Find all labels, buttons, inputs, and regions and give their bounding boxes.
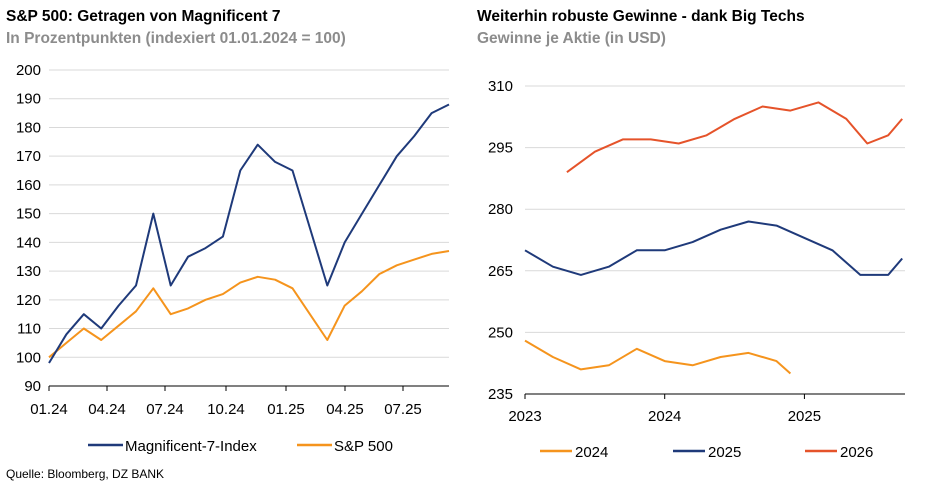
- left-chart-subtitle: In Prozentpunkten (indexiert 01.01.2024 …: [6, 30, 346, 47]
- y-tick-label: 140: [16, 234, 41, 251]
- legend-label: Magnificent-7-Index: [125, 438, 257, 455]
- legend-label: 2024: [575, 444, 608, 461]
- series-line-2026: [566, 101, 903, 174]
- x-tick-label: 01.24: [30, 401, 68, 418]
- x-tick-label: 04.24: [88, 401, 126, 418]
- series-line-magnificent-7-index: [48, 103, 450, 364]
- x-tick-label: 10.24: [207, 401, 245, 418]
- y-tick-label: 120: [16, 292, 41, 309]
- series-line-2025: [524, 220, 903, 276]
- x-tick-label: 2023: [508, 408, 541, 425]
- y-tick-label: 235: [488, 386, 513, 403]
- x-tick-label: 04.25: [326, 401, 364, 418]
- y-tick-label: 170: [16, 148, 41, 165]
- y-tick-label: 90: [24, 378, 41, 395]
- series-line-s-p-500: [48, 250, 450, 359]
- legend-label: S&P 500: [334, 438, 393, 455]
- y-tick-label: 265: [488, 263, 513, 280]
- x-tick-label: 01.25: [267, 401, 305, 418]
- y-tick-label: 100: [16, 349, 41, 366]
- left-chart-title: S&P 500: Getragen von Magnificent 7: [6, 8, 281, 25]
- y-tick-label: 250: [488, 324, 513, 341]
- y-tick-label: 280: [488, 201, 513, 218]
- y-tick-label: 295: [488, 140, 513, 157]
- series-line-2024: [524, 339, 792, 375]
- legend-label: 2025: [708, 444, 741, 461]
- y-tick-label: 190: [16, 91, 41, 108]
- source-note: Quelle: Bloomberg, DZ BANK: [6, 467, 165, 481]
- right-line-chart: 235 250 265 280 295 310 2023 2024 2025 2024 2025 20…: [488, 78, 905, 461]
- y-tick-label: 310: [488, 78, 513, 95]
- right-chart-title: Weiterhin robuste Gewinne - dank Big Tec…: [477, 8, 805, 25]
- y-tick-label: 160: [16, 177, 41, 194]
- y-tick-label: 130: [16, 263, 41, 280]
- y-tick-label: 200: [16, 62, 41, 79]
- y-tick-label: 110: [17, 321, 41, 338]
- left-line-chart: 90 100 110 120 130 140 150 160 170 180 190 200 01.24…: [16, 62, 450, 455]
- y-tick-label: 180: [16, 119, 41, 136]
- x-tick-label: 07.25: [384, 401, 422, 418]
- x-tick-label: 2025: [788, 408, 821, 425]
- y-tick-label: 150: [16, 206, 41, 223]
- right-chart-subtitle: Gewinne je Aktie (in USD): [477, 30, 666, 47]
- x-tick-label: 2024: [648, 408, 681, 425]
- legend-label: 2026: [840, 444, 873, 461]
- x-tick-label: 07.24: [146, 401, 184, 418]
